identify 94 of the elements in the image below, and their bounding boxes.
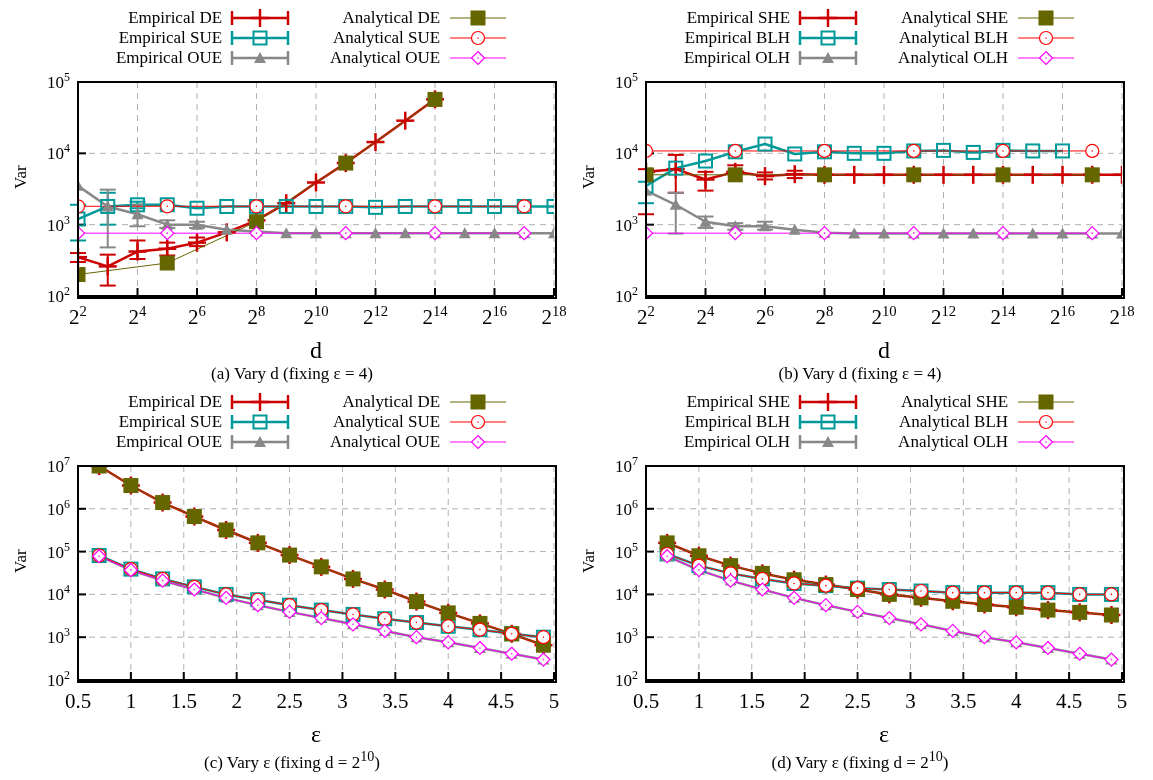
- x-tick-label: 2$^{2}$: [69, 303, 87, 329]
- y-tick-label: 10$^{5}$: [47, 539, 71, 562]
- legend-label: Empirical OUE: [115, 48, 223, 68]
- x-tick-label: 2: [799, 689, 810, 713]
- x-axis-title: ε: [310, 721, 322, 747]
- x-tick-label: 5: [548, 689, 560, 713]
- y-tick-label: 10$^{4}$: [615, 582, 639, 605]
- legend-label: Analytical DE: [342, 392, 441, 412]
- y-tick-label: 10$^{6}$: [47, 496, 71, 519]
- x-tick-label: 3.5: [950, 689, 977, 713]
- x-tick-label: 0.5: [632, 689, 660, 713]
- x-tick-label: 4.5: [487, 689, 515, 713]
- legend-label: Analytical BLH: [899, 412, 1009, 432]
- legend-label: Analytical SHE: [900, 392, 1009, 412]
- y-tick-label: 10$^{7}$: [615, 454, 639, 476]
- legend-label: Analytical BLH: [899, 28, 1009, 48]
- y-tick-label: 10$^{5}$: [615, 539, 639, 562]
- x-tick-label: 1: [125, 689, 137, 713]
- x-tick-label: 3: [905, 689, 916, 713]
- x-tick-label: 2.5: [844, 689, 871, 713]
- legend-label: Analytical OUE: [330, 432, 441, 452]
- y-tick-label: 10$^{4}$: [47, 141, 71, 164]
- legend-label: Empirical SUE: [118, 28, 223, 48]
- x-tick-label: 2$^{16}$: [1049, 303, 1076, 329]
- x-tick-label: 3: [337, 689, 348, 713]
- x-tick-label: 2$^{14}$: [422, 303, 449, 329]
- legend-label: Analytical OLH: [898, 432, 1009, 452]
- y-tick-label: 10$^{7}$: [47, 454, 71, 476]
- x-tick-label: 2$^{8}$: [247, 303, 266, 329]
- legend-label: Analytical OUE: [330, 48, 441, 68]
- x-tick-label: 2$^{12}$: [362, 303, 389, 329]
- y-tick-label: 10$^{3}$: [615, 212, 639, 235]
- y-tick-label: 10$^{2}$: [47, 284, 71, 306]
- legend-label: Empirical DE: [128, 392, 223, 412]
- y-tick-label: 10$^{5}$: [615, 70, 639, 92]
- y-axis-title: Var: [579, 165, 599, 189]
- x-tick-label: 5: [1116, 689, 1128, 713]
- x-tick-label: 4.5: [1055, 689, 1083, 713]
- x-tick-label: 2$^{4}$: [128, 303, 148, 329]
- y-tick-label: 10$^{4}$: [615, 141, 639, 164]
- x-tick-label: 3.5: [382, 689, 409, 713]
- legend-label: Empirical BLH: [684, 28, 791, 48]
- y-tick-label: 10$^{2}$: [47, 668, 71, 690]
- legend-label: Empirical DE: [128, 8, 223, 28]
- x-tick-label: 4: [1010, 689, 1022, 713]
- legend-label: Empirical SHE: [686, 8, 791, 28]
- x-tick-label: 2: [231, 689, 242, 713]
- text: (a) Vary d (fixing ε = 4): [211, 364, 373, 383]
- x-tick-label: 2$^{10}$: [303, 303, 329, 329]
- legend-label: Analytical OLH: [898, 48, 1009, 68]
- y-axis-title: Var: [11, 549, 31, 573]
- x-axis-title: d: [310, 337, 322, 363]
- text: (d) Vary ε (fixing d = 2$^{10}$): [771, 748, 949, 772]
- x-axis-title: d: [878, 337, 890, 363]
- x-tick-label: 1.5: [738, 689, 765, 713]
- x-tick-label: 1: [693, 689, 705, 713]
- y-tick-label: 10$^{3}$: [615, 625, 639, 648]
- legend-label: Analytical DE: [342, 8, 441, 28]
- legend-label: Empirical SHE: [686, 392, 791, 412]
- y-tick-label: 10$^{2}$: [615, 284, 639, 306]
- y-tick-label: 10$^{3}$: [47, 625, 71, 648]
- x-tick-label: 0.5: [64, 689, 92, 713]
- legend-label: Analytical SUE: [332, 28, 441, 48]
- y-tick-label: 10$^{3}$: [47, 212, 71, 235]
- x-tick-label: 2$^{18}$: [541, 303, 567, 329]
- y-tick-label: 10$^{6}$: [615, 496, 639, 519]
- y-axis-title: Var: [11, 165, 31, 189]
- x-tick-label: 2$^{10}$: [871, 303, 897, 329]
- y-tick-label: 10$^{5}$: [47, 70, 71, 92]
- legend-label: Empirical SUE: [118, 412, 223, 432]
- y-tick-label: 10$^{4}$: [47, 582, 71, 605]
- x-tick-label: 2$^{6}$: [188, 303, 206, 329]
- x-tick-label: 1.5: [170, 689, 197, 713]
- x-tick-label: 2$^{8}$: [815, 303, 834, 329]
- x-tick-label: 2$^{2}$: [637, 303, 655, 329]
- x-tick-label: 2$^{4}$: [696, 303, 716, 329]
- legend-label: Empirical OLH: [683, 432, 791, 452]
- y-tick-label: 10$^{2}$: [615, 668, 639, 690]
- legend-label: Analytical SHE: [900, 8, 1009, 28]
- x-tick-label: 2$^{6}$: [756, 303, 774, 329]
- y-axis-title: Var: [579, 549, 599, 573]
- legend-label: Analytical SUE: [332, 412, 441, 432]
- text: (c) Vary ε (fixing d = 2$^{10}$): [204, 748, 380, 772]
- legend-label: Empirical BLH: [684, 412, 791, 432]
- x-tick-label: 4: [442, 689, 454, 713]
- text: (b) Vary d (fixing ε = 4): [778, 364, 942, 383]
- x-tick-label: 2$^{18}$: [1109, 303, 1135, 329]
- x-axis-title: ε: [878, 721, 890, 747]
- x-tick-label: 2$^{14}$: [990, 303, 1017, 329]
- x-tick-label: 2.5: [276, 689, 303, 713]
- legend-label: Empirical OLH: [683, 48, 791, 68]
- x-tick-label: 2$^{16}$: [481, 303, 508, 329]
- legend-label: Empirical OUE: [115, 432, 223, 452]
- x-tick-label: 2$^{12}$: [930, 303, 957, 329]
